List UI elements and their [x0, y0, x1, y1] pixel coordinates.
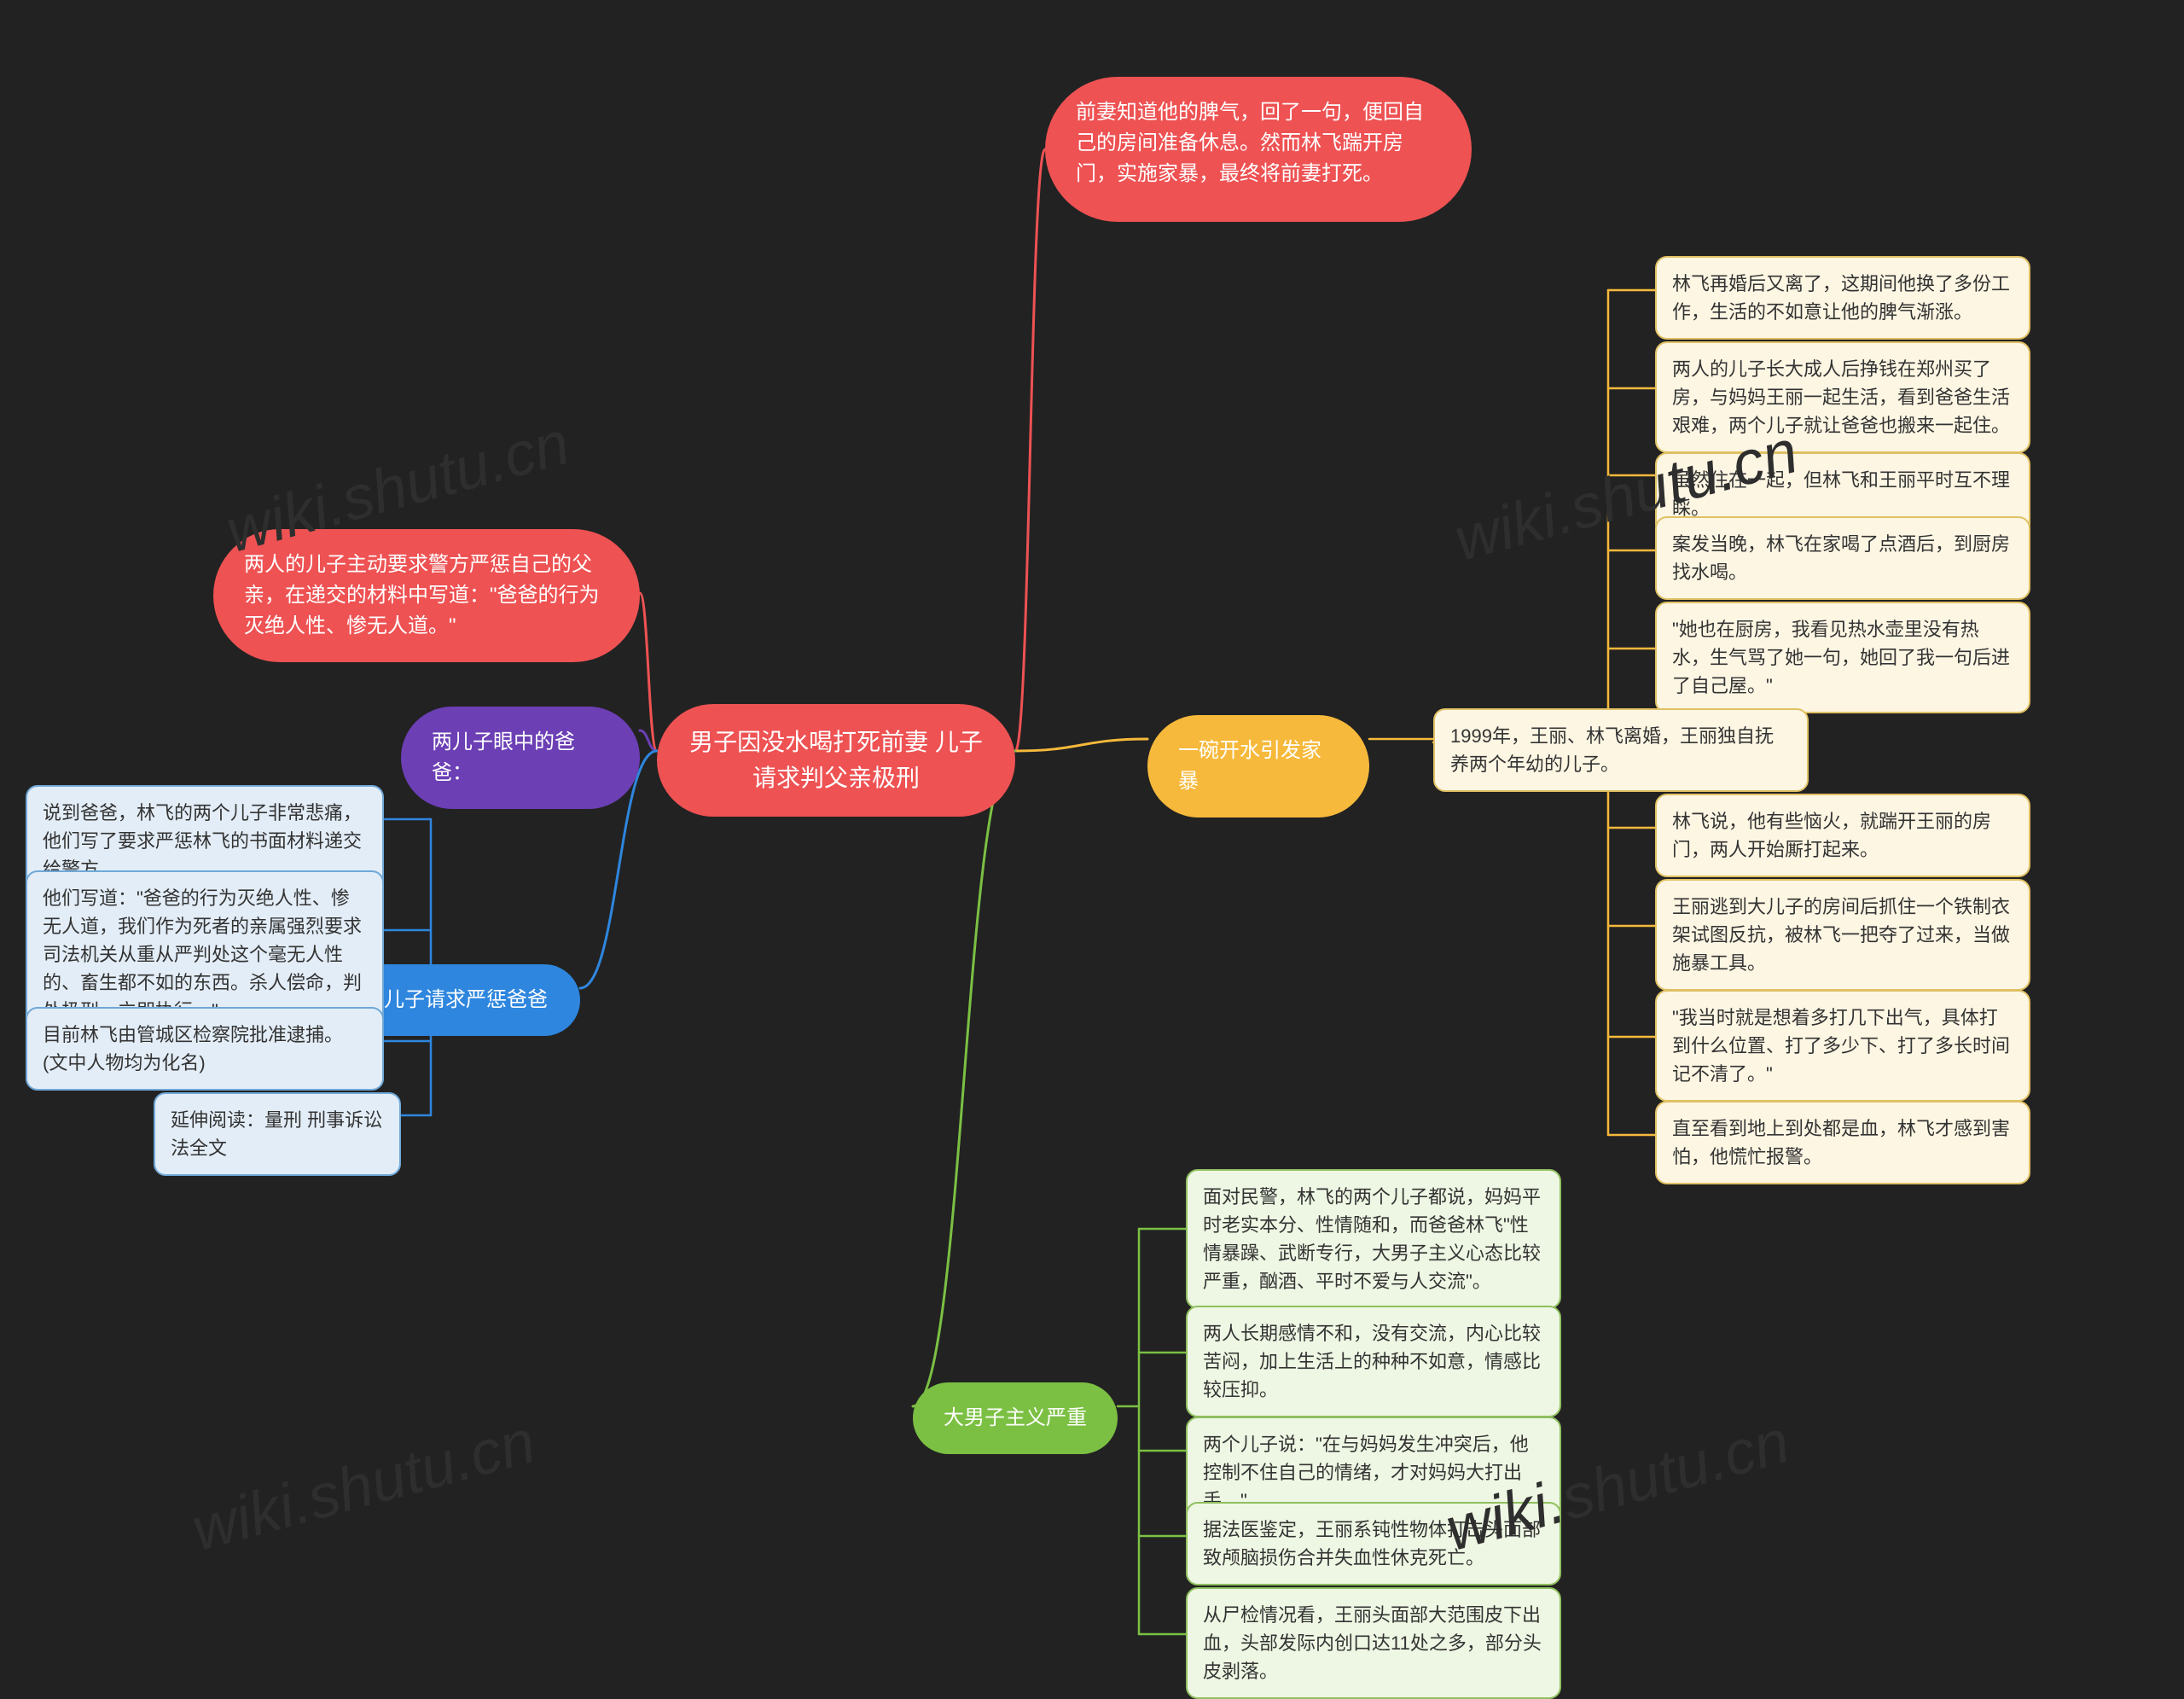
leaf-b3-0: 面对民警，林飞的两个儿子都说，妈妈平时老实本分、性情随和，而爸爸林飞"性情暴躁、… [1186, 1169, 1561, 1309]
branch-b3: 大男子主义严重 [913, 1382, 1118, 1454]
watermark: wiki.shutu.cn [184, 1406, 542, 1565]
center-topic: 男子因没水喝打死前妻 儿子请求判父亲极刑 [657, 704, 1015, 817]
leaf-b2-8: "我当时就是想着多打几下出气，具体打到什么位置、打了多少下、打了多长时间记不清了… [1655, 990, 2030, 1102]
leaf-b3-4: 从尸检情况看，王丽头面部大范围皮下出血，头部发际内创口达11处之多，部分头皮剥落… [1186, 1587, 1561, 1699]
branch-b1: 前妻知道他的脾气，回了一句，便回自己的房间准备休息。然而林飞踹开房门，实施家暴，… [1045, 77, 1472, 222]
branch-b2: 一碗开水引发家暴 [1147, 715, 1369, 817]
leaf-b2-7: 王丽逃到大儿子的房间后抓住一个铁制衣架试图反抗，被林飞一把夺了过来，当做施暴工具… [1655, 879, 2030, 991]
leaf-b2-5: 1999年，王丽、林飞离婚，王丽独自抚养两个年幼的儿子。 [1433, 708, 1809, 792]
branch-b5: 两儿子眼中的爸爸： [401, 707, 640, 809]
leaf-b2-9: 直至看到地上到处都是血，林飞才感到害怕，他慌忙报警。 [1655, 1101, 2030, 1184]
leaf-b2-4: "她也在厨房，我看见热水壶里没有热水，生气骂了她一句，她回了我一句后进了自己屋。… [1655, 602, 2030, 713]
leaf-b2-6: 林飞说，他有些恼火，就踹开王丽的房门，两人开始厮打起来。 [1655, 794, 2030, 877]
leaf-b3-1: 两人长期感情不和，没有交流，内心比较苦闷，加上生活上的种种不如意，情感比较压抑。 [1186, 1306, 1561, 1417]
leaf-b6-3: 延伸阅读：量刑 刑事诉讼法全文 [154, 1092, 401, 1176]
leaf-b6-2: 目前林飞由管城区检察院批准逮捕。(文中人物均为化名) [26, 1007, 384, 1091]
leaf-b2-0: 林飞再婚后又离了，这期间他换了多份工作，生活的不如意让他的脾气渐涨。 [1655, 256, 2030, 340]
leaf-b2-3: 案发当晚，林飞在家喝了点酒后，到厨房找水喝。 [1655, 516, 2030, 600]
